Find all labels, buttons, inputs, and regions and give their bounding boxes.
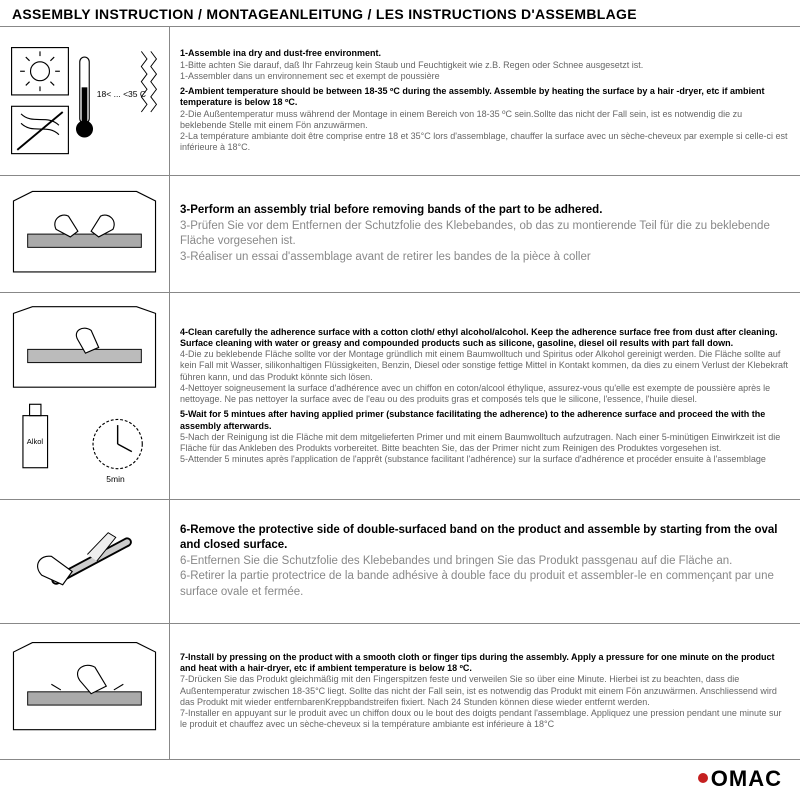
instruction-row: 6-Remove the protective side of double-s… — [0, 500, 800, 623]
step-5: 5-Wait for 5 mintues after having applie… — [180, 409, 790, 465]
step-de: 5-Nach der Reinigung ist die Fläche mit … — [180, 432, 780, 453]
illustration-press-install — [0, 624, 170, 759]
step-en: 5-Wait for 5 mintues after having applie… — [180, 409, 765, 430]
step-fr: 6-Retirer la partie protectrice de la ba… — [180, 570, 774, 598]
step-en: 2-Ambient temperature should be between … — [180, 86, 764, 107]
brand-name: OMAC — [711, 766, 782, 792]
press-install-icon — [4, 635, 165, 749]
brand-dot-icon — [698, 773, 708, 783]
page-root: ASSEMBLY INSTRUCTION / MONTAGEANLEITUNG … — [0, 0, 800, 800]
illustration-clean-wait: Alkol 5min — [0, 293, 170, 499]
step-en: 6-Remove the protective side of double-s… — [180, 524, 777, 552]
step-fr: 5-Attender 5 minutes après l'application… — [180, 454, 766, 464]
step-3: 3-Perform an assembly trial before remov… — [180, 203, 790, 265]
illustration-temp-env: 18< ... <35 C — [0, 27, 170, 175]
instruction-row: 3-Perform an assembly trial before remov… — [0, 176, 800, 293]
step-en: 3-Perform an assembly trial before remov… — [180, 204, 602, 216]
instruction-row: 7-Install by pressing on the product wit… — [0, 624, 800, 760]
trial-fit-icon — [4, 182, 165, 286]
step-7: 7-Install by pressing on the product wit… — [180, 652, 790, 731]
step-de: 7-Drücken Sie das Produkt gleichmäßig mi… — [180, 674, 777, 707]
temp-env-icon: 18< ... <35 C — [4, 40, 165, 163]
step-de: 4-Die zu beklebende Fläche sollte vor de… — [180, 349, 788, 382]
instruction-text: 7-Install by pressing on the product wit… — [170, 624, 800, 759]
step-en: 7-Install by pressing on the product wit… — [180, 652, 775, 673]
step-2: 2-Ambient temperature should be between … — [180, 86, 790, 154]
step-fr: 1-Assembler dans un environnement sec et… — [180, 71, 440, 81]
step-4: 4-Clean carefully the adherence surface … — [180, 327, 790, 406]
instruction-row: 18< ... <35 C 1-Assemble ina dry and dus… — [0, 27, 800, 176]
timer-label: 5min — [106, 473, 125, 483]
footer: OMAC — [0, 760, 800, 800]
step-de: 2-Die Außentemperatur muss während der M… — [180, 109, 742, 130]
step-en: 4-Clean carefully the adherence surface … — [180, 327, 778, 348]
step-fr: 2-La température ambiante doit être comp… — [180, 131, 787, 152]
instruction-text: 3-Perform an assembly trial before remov… — [170, 176, 800, 292]
step-en: 1-Assemble ina dry and dust-free environ… — [180, 48, 381, 58]
instruction-text: 4-Clean carefully the adherence surface … — [170, 293, 800, 499]
bottle-label: Alkol — [27, 437, 44, 446]
step-de: 3-Prüfen Sie vor dem Entfernen der Schut… — [180, 220, 770, 248]
step-fr: 4-Nettoyer soigneusement la surface d'ad… — [180, 383, 770, 404]
instruction-text: 6-Remove the protective side of double-s… — [170, 500, 800, 622]
instruction-row: Alkol 5min 4-Clean carefully the adheren… — [0, 293, 800, 500]
step-fr: 7-Installer en appuyant sur le produit a… — [180, 708, 781, 729]
brand-logo: OMAC — [698, 766, 782, 792]
step-6: 6-Remove the protective side of double-s… — [180, 523, 790, 601]
peel-band-icon — [4, 509, 165, 613]
clean-wait-icon: Alkol 5min — [4, 302, 165, 491]
illustration-peel-band — [0, 500, 170, 622]
header: ASSEMBLY INSTRUCTION / MONTAGEANLEITUNG … — [0, 0, 800, 27]
step-1: 1-Assemble ina dry and dust-free environ… — [180, 48, 790, 82]
temp-range-label: 18< ... <35 C — [97, 88, 146, 98]
step-de: 6-Entfernen Sie die Schutzfolie des Kleb… — [180, 555, 732, 567]
step-de: 1-Bitte achten Sie darauf, daß Ihr Fahrz… — [180, 60, 643, 70]
instruction-text: 1-Assemble ina dry and dust-free environ… — [170, 27, 800, 175]
page-title: ASSEMBLY INSTRUCTION / MONTAGEANLEITUNG … — [12, 6, 788, 22]
step-fr: 3-Réaliser un essai d'assemblage avant d… — [180, 251, 591, 263]
illustration-trial-fit — [0, 176, 170, 292]
